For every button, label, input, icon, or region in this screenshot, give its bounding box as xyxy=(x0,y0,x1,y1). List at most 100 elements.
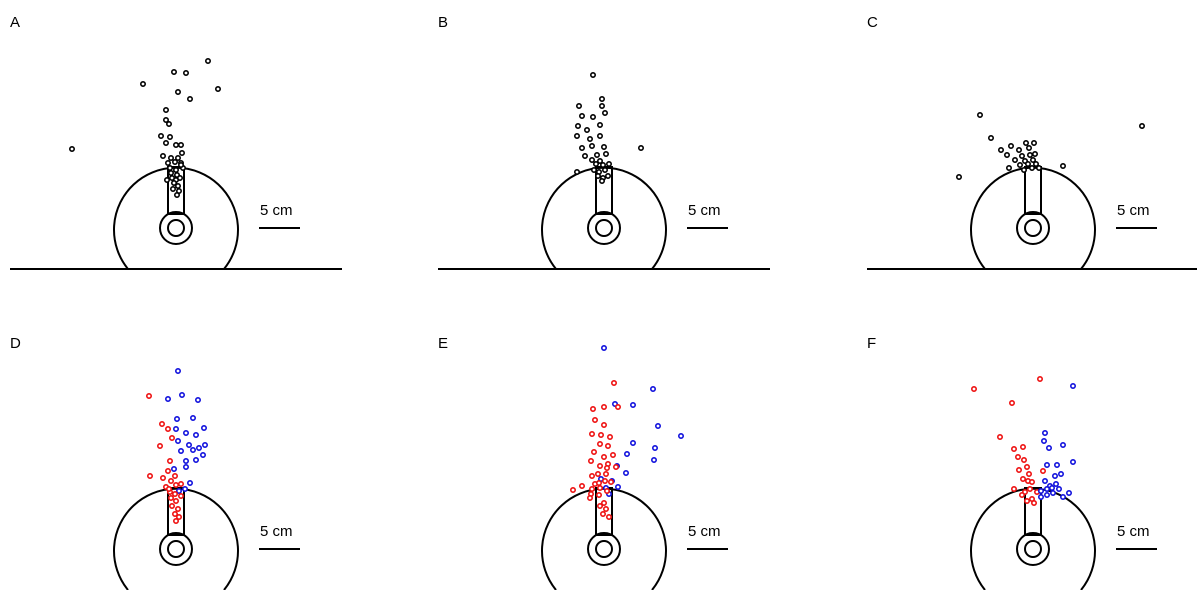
scatter-point xyxy=(169,503,176,510)
scatter-point xyxy=(601,144,608,151)
scatter-point xyxy=(1011,446,1018,453)
scatter-point xyxy=(69,146,76,153)
scatter-point xyxy=(602,110,609,117)
scatter-point xyxy=(570,487,577,494)
hub-outer xyxy=(159,532,193,566)
hub-outer xyxy=(1016,211,1050,245)
scatter-point xyxy=(1033,161,1040,168)
panel-letter: F xyxy=(867,335,876,352)
scatter-point xyxy=(591,449,598,456)
scatter-point xyxy=(1019,153,1026,160)
scatter-point xyxy=(1060,163,1067,170)
hub-outer xyxy=(159,211,193,245)
scatter-point xyxy=(202,442,209,449)
scale-label: 5 cm xyxy=(1117,523,1150,540)
scatter-point xyxy=(603,506,610,513)
scatter-point xyxy=(1031,140,1038,147)
scatter-point xyxy=(601,500,608,507)
scatter-point xyxy=(146,393,153,400)
scatter-point xyxy=(1042,478,1049,485)
scatter-point xyxy=(1009,400,1016,407)
scatter-point xyxy=(1027,486,1034,493)
slot-outline xyxy=(1024,166,1042,215)
scatter-point xyxy=(147,473,154,480)
scatter-point xyxy=(1021,167,1028,174)
scatter-point xyxy=(1012,157,1019,164)
scatter-point xyxy=(1038,494,1045,501)
scatter-point xyxy=(1025,161,1032,168)
scatter-point xyxy=(1037,375,1044,382)
panel-letter: E xyxy=(438,335,448,352)
scatter-point xyxy=(175,89,182,96)
scatter-point xyxy=(190,447,197,454)
scatter-point xyxy=(977,112,984,119)
scatter-point xyxy=(171,466,178,473)
scatter-point xyxy=(183,430,190,437)
scatter-point xyxy=(1066,490,1073,497)
scatter-point xyxy=(1046,445,1053,452)
scatter-point xyxy=(606,514,613,521)
scatter-point xyxy=(605,173,612,180)
scatter-point xyxy=(175,438,182,445)
scatter-point xyxy=(630,440,637,447)
scatter-point xyxy=(1029,479,1036,486)
scatter-point xyxy=(215,86,222,93)
scatter-point xyxy=(176,488,183,495)
scatter-point xyxy=(165,468,172,475)
scatter-point xyxy=(1044,462,1051,469)
scatter-point xyxy=(163,140,170,147)
scatter-point xyxy=(175,367,182,374)
scatter-point xyxy=(193,432,200,439)
scatter-point xyxy=(187,480,194,487)
scale-label: 5 cm xyxy=(688,202,721,219)
hub-inner xyxy=(595,540,613,558)
scatter-point xyxy=(574,133,581,140)
scatter-point xyxy=(178,142,185,149)
hub-inner xyxy=(167,540,185,558)
hub-inner xyxy=(595,219,613,237)
scatter-point xyxy=(638,145,645,152)
scatter-point xyxy=(597,503,604,510)
scatter-point xyxy=(158,133,165,140)
scatter-point xyxy=(173,482,180,489)
scatter-point xyxy=(1050,490,1057,497)
scatter-point xyxy=(591,167,598,174)
scatter-point xyxy=(1056,486,1063,493)
scatter-point xyxy=(172,491,179,498)
scatter-point xyxy=(172,511,179,518)
scatter-point xyxy=(1023,140,1030,147)
scatter-point xyxy=(176,514,183,521)
hub-outer xyxy=(587,532,621,566)
points-layer xyxy=(956,112,1145,181)
scatter-point xyxy=(175,183,182,190)
scatter-point xyxy=(1017,162,1024,169)
scatter-point xyxy=(584,127,591,134)
scatter-point xyxy=(171,180,178,187)
scatter-point xyxy=(173,518,180,525)
scatter-point xyxy=(174,192,181,199)
scatter-point xyxy=(1006,165,1013,172)
scatter-point xyxy=(608,479,615,486)
scatter-point xyxy=(678,433,685,440)
scatter-point xyxy=(615,484,622,491)
scatter-point xyxy=(164,177,171,184)
hub-inner xyxy=(167,219,185,237)
scale-label: 5 cm xyxy=(688,523,721,540)
scatter-point xyxy=(1029,165,1036,172)
scatter-point xyxy=(611,379,618,386)
scatter-point xyxy=(998,147,1005,154)
slot-outline xyxy=(1024,487,1042,536)
scatter-point xyxy=(1024,464,1031,471)
scatter-point xyxy=(1016,467,1023,474)
scatter-point xyxy=(599,178,606,185)
scatter-point xyxy=(613,464,620,471)
scatter-point xyxy=(1021,457,1028,464)
scatter-point xyxy=(594,152,601,159)
scatter-point xyxy=(183,464,190,471)
scatter-point xyxy=(165,396,172,403)
scatter-point xyxy=(623,470,630,477)
scatter-point xyxy=(576,103,583,110)
scatter-point xyxy=(173,167,180,174)
scatter-point xyxy=(160,475,167,482)
scatter-point xyxy=(160,153,167,160)
